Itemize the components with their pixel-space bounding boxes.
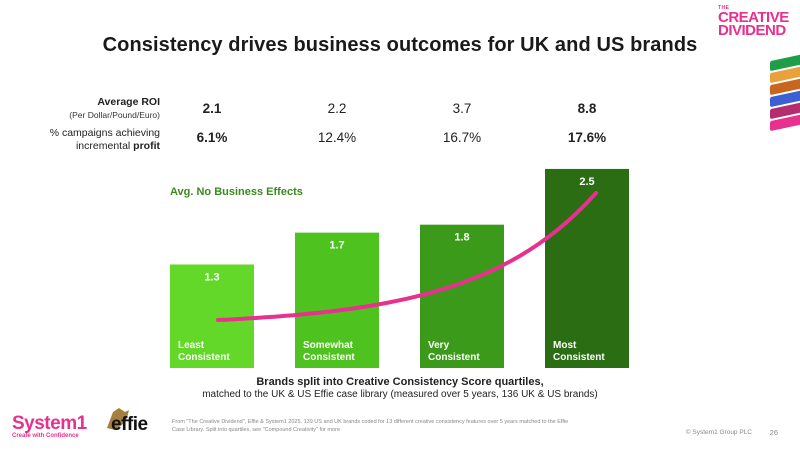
trend-line <box>216 191 598 322</box>
profit-value: 17.6% <box>567 130 607 145</box>
page-title: Consistency drives business outcomes for… <box>102 34 698 56</box>
bar-category-label: Very Consistent <box>428 340 480 363</box>
roi-value: 2.2 <box>327 101 347 116</box>
bar-value-label: 1.8 <box>454 232 469 244</box>
profit-value: 12.4% <box>317 130 357 145</box>
footnote: From "The Creative Dividend", Effie & Sy… <box>172 419 569 433</box>
bar <box>295 232 379 368</box>
page-number: 26 <box>769 428 778 437</box>
copyright: © System1 Group PLC <box>685 429 752 436</box>
roi-value: 8.8 <box>577 101 597 116</box>
bar-category-label: Most Consistent <box>553 340 605 363</box>
bar <box>170 264 254 368</box>
profit-value: 6.1% <box>196 130 228 145</box>
profit-label: % campaigns achieving incremental profit <box>49 127 160 153</box>
bar-value-label: 2.5 <box>579 176 594 188</box>
roi-label: Average ROI (Per Dollar/Pound/Euro) <box>69 96 160 121</box>
avg-no-business-effects-label: Avg. No Business Effects <box>170 186 303 198</box>
bar <box>545 168 629 368</box>
roi-value: 2.1 <box>202 101 222 116</box>
profit-value: 16.7% <box>442 130 482 145</box>
roi-value: 3.7 <box>452 101 472 116</box>
system1-logo: System1 Create with Confidence <box>12 413 87 439</box>
effie-statue-icon <box>107 408 129 430</box>
bar-value-label: 1.3 <box>204 271 219 283</box>
bar <box>420 224 504 368</box>
bar-category-label: Somewhat Consistent <box>303 340 355 363</box>
x-axis-title: Brands split into Creative Consistency S… <box>202 376 598 401</box>
bar-value-label: 1.7 <box>329 240 344 252</box>
effie-logo: effie <box>103 406 148 439</box>
bar-category-label: Least Consistent <box>178 340 230 363</box>
creative-dividend-logo: THE CREATIVE DIVIDEND <box>718 5 789 40</box>
